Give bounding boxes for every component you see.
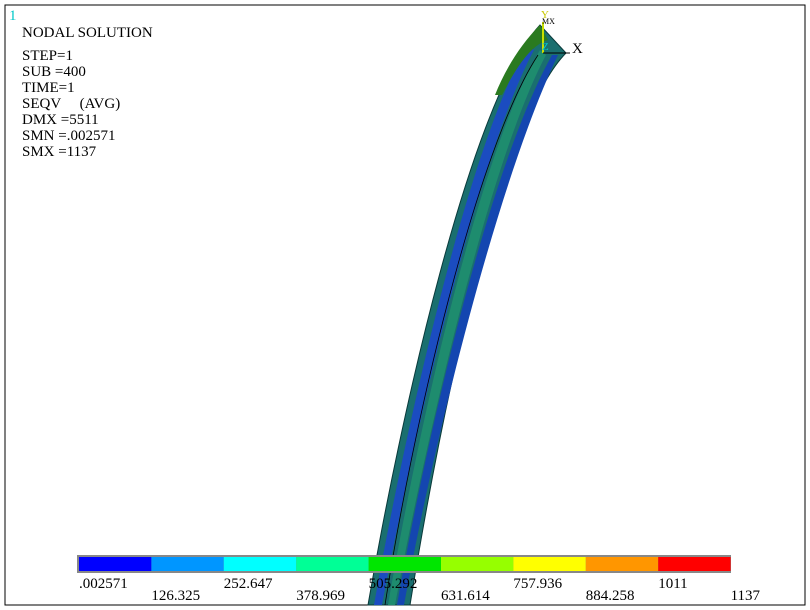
header-line: DMX =5511 [22,112,99,128]
legend-label: 252.647 [224,576,273,592]
window-number: 1 [9,8,17,24]
legend-label: 378.969 [296,588,345,604]
header-line: STEP=1 [22,48,73,64]
legend-label: 1011 [658,576,687,592]
legend-label: 631.614 [441,588,490,604]
header-line: SMX =1137 [22,144,97,160]
legend-swatch [658,557,731,571]
axis-y: Y [541,9,549,21]
legend-swatch [79,557,152,571]
legend-label: .002571 [79,576,128,592]
legend-swatch [151,557,224,571]
header-line: TIME=1 [22,80,75,96]
max-marker: MX [542,17,555,26]
header-title: NODAL SOLUTION [22,25,153,41]
legend-label: 1137 [731,588,761,604]
legend-swatch [368,557,441,571]
legend: .002571 126.325 252.647 378.969 505.292 631.6… [77,555,761,604]
triad: X Y Z MX [541,9,583,57]
legend-label: 505.292 [369,576,418,592]
legend-label: 757.936 [513,576,562,592]
legend-label: 126.325 [151,588,200,604]
header-line: SUB =400 [22,64,86,80]
legend-label: 884.258 [586,588,635,604]
axis-x: X [572,41,583,57]
beam [367,24,567,606]
legend-swatch [296,557,369,571]
legend-swatch [513,557,586,571]
legend-swatch [585,557,659,571]
header-line: SEQV (AVG) [22,96,120,112]
legend-swatch [441,557,514,571]
legend-swatch [223,557,297,571]
axis-z: Z [542,41,549,53]
header-line: SMN =.002571 [22,128,115,144]
